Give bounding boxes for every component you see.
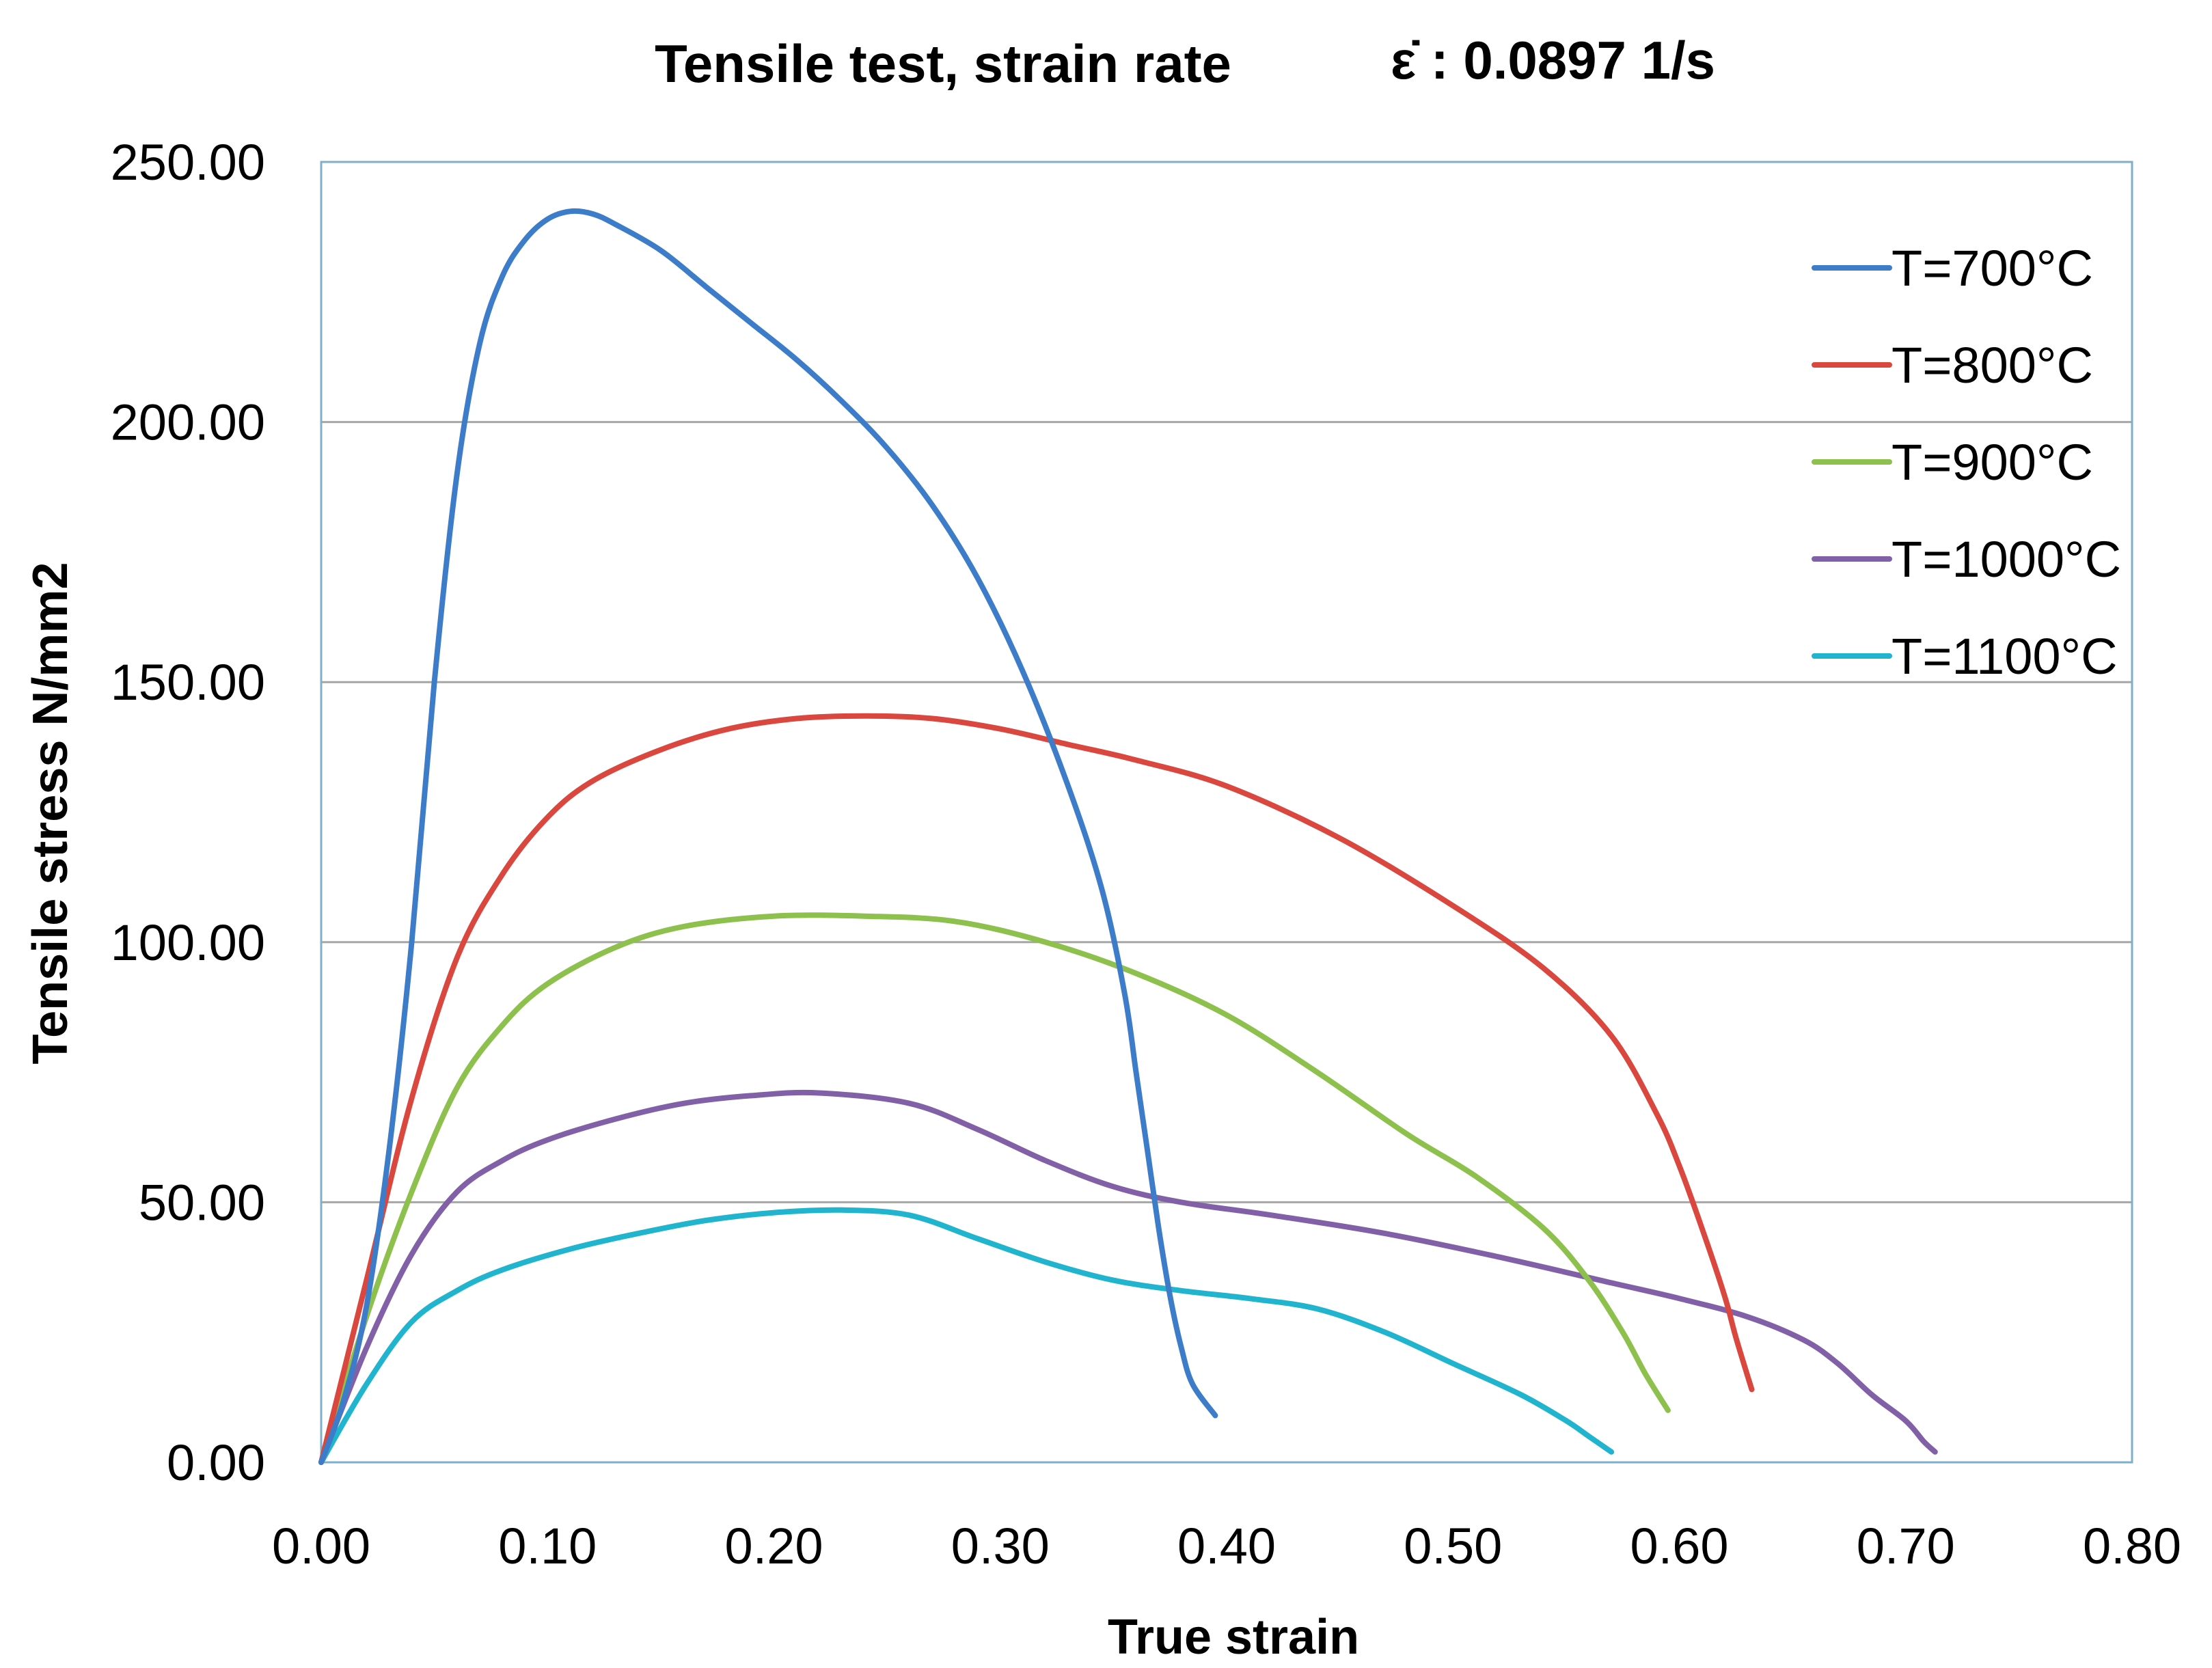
legend-label: T=800°C	[1892, 337, 2093, 394]
legend-label: T=1000°C	[1892, 531, 2121, 588]
y-tick-label: 200.00	[111, 394, 265, 451]
x-tick-label: 0.80	[2083, 1518, 2181, 1574]
chart-strain-rate: ε̇ : 0.0897 1/s	[1391, 30, 1715, 90]
series-line-1	[318, 713, 1755, 1465]
x-tick-label: 0.20	[724, 1518, 823, 1574]
y-tick-labels: 0.00 50.00 100.00 150.00 200.00 250.00	[111, 134, 265, 1491]
chart-title: Tensile test, strain rate	[655, 33, 1231, 94]
x-tick-label: 0.60	[1630, 1518, 1728, 1574]
x-tick-label: 0.70	[1857, 1518, 1955, 1574]
series-lines	[318, 208, 1938, 1465]
series-line-2	[318, 912, 1671, 1465]
x-axis-label: True strain	[1108, 1610, 1359, 1665]
plot-area-frame	[320, 161, 2133, 1464]
legend-label: T=700°C	[1892, 240, 2093, 297]
y-tick-label: 0.00	[167, 1434, 265, 1491]
y-tick-label: 250.00	[111, 134, 265, 191]
x-tick-label: 0.30	[951, 1518, 1050, 1574]
x-tick-label: 0.00	[272, 1518, 370, 1574]
x-tick-label: 0.50	[1404, 1518, 1502, 1574]
series-line-3	[318, 1089, 1938, 1465]
x-tick-label: 0.10	[498, 1518, 597, 1574]
y-axis-label: Tensile stress N/mm2	[23, 562, 78, 1064]
y-tick-label: 50.00	[139, 1174, 265, 1231]
y-tick-label: 150.00	[111, 654, 265, 711]
legend: T=700°C T=800°C T=900°C T=1000°C T=1100°C	[1812, 240, 2121, 685]
series-line-4	[318, 1207, 1615, 1465]
series-line-0	[318, 208, 1218, 1465]
y-tick-label: 100.00	[111, 914, 265, 971]
legend-label: T=1100°C	[1892, 628, 2118, 685]
x-tick-label: 0.40	[1177, 1518, 1276, 1574]
legend-label: T=900°C	[1892, 434, 2093, 491]
x-tick-labels: 0.00 0.10 0.20 0.30 0.40 0.50 0.60 0.70 0.80	[272, 1518, 2181, 1574]
